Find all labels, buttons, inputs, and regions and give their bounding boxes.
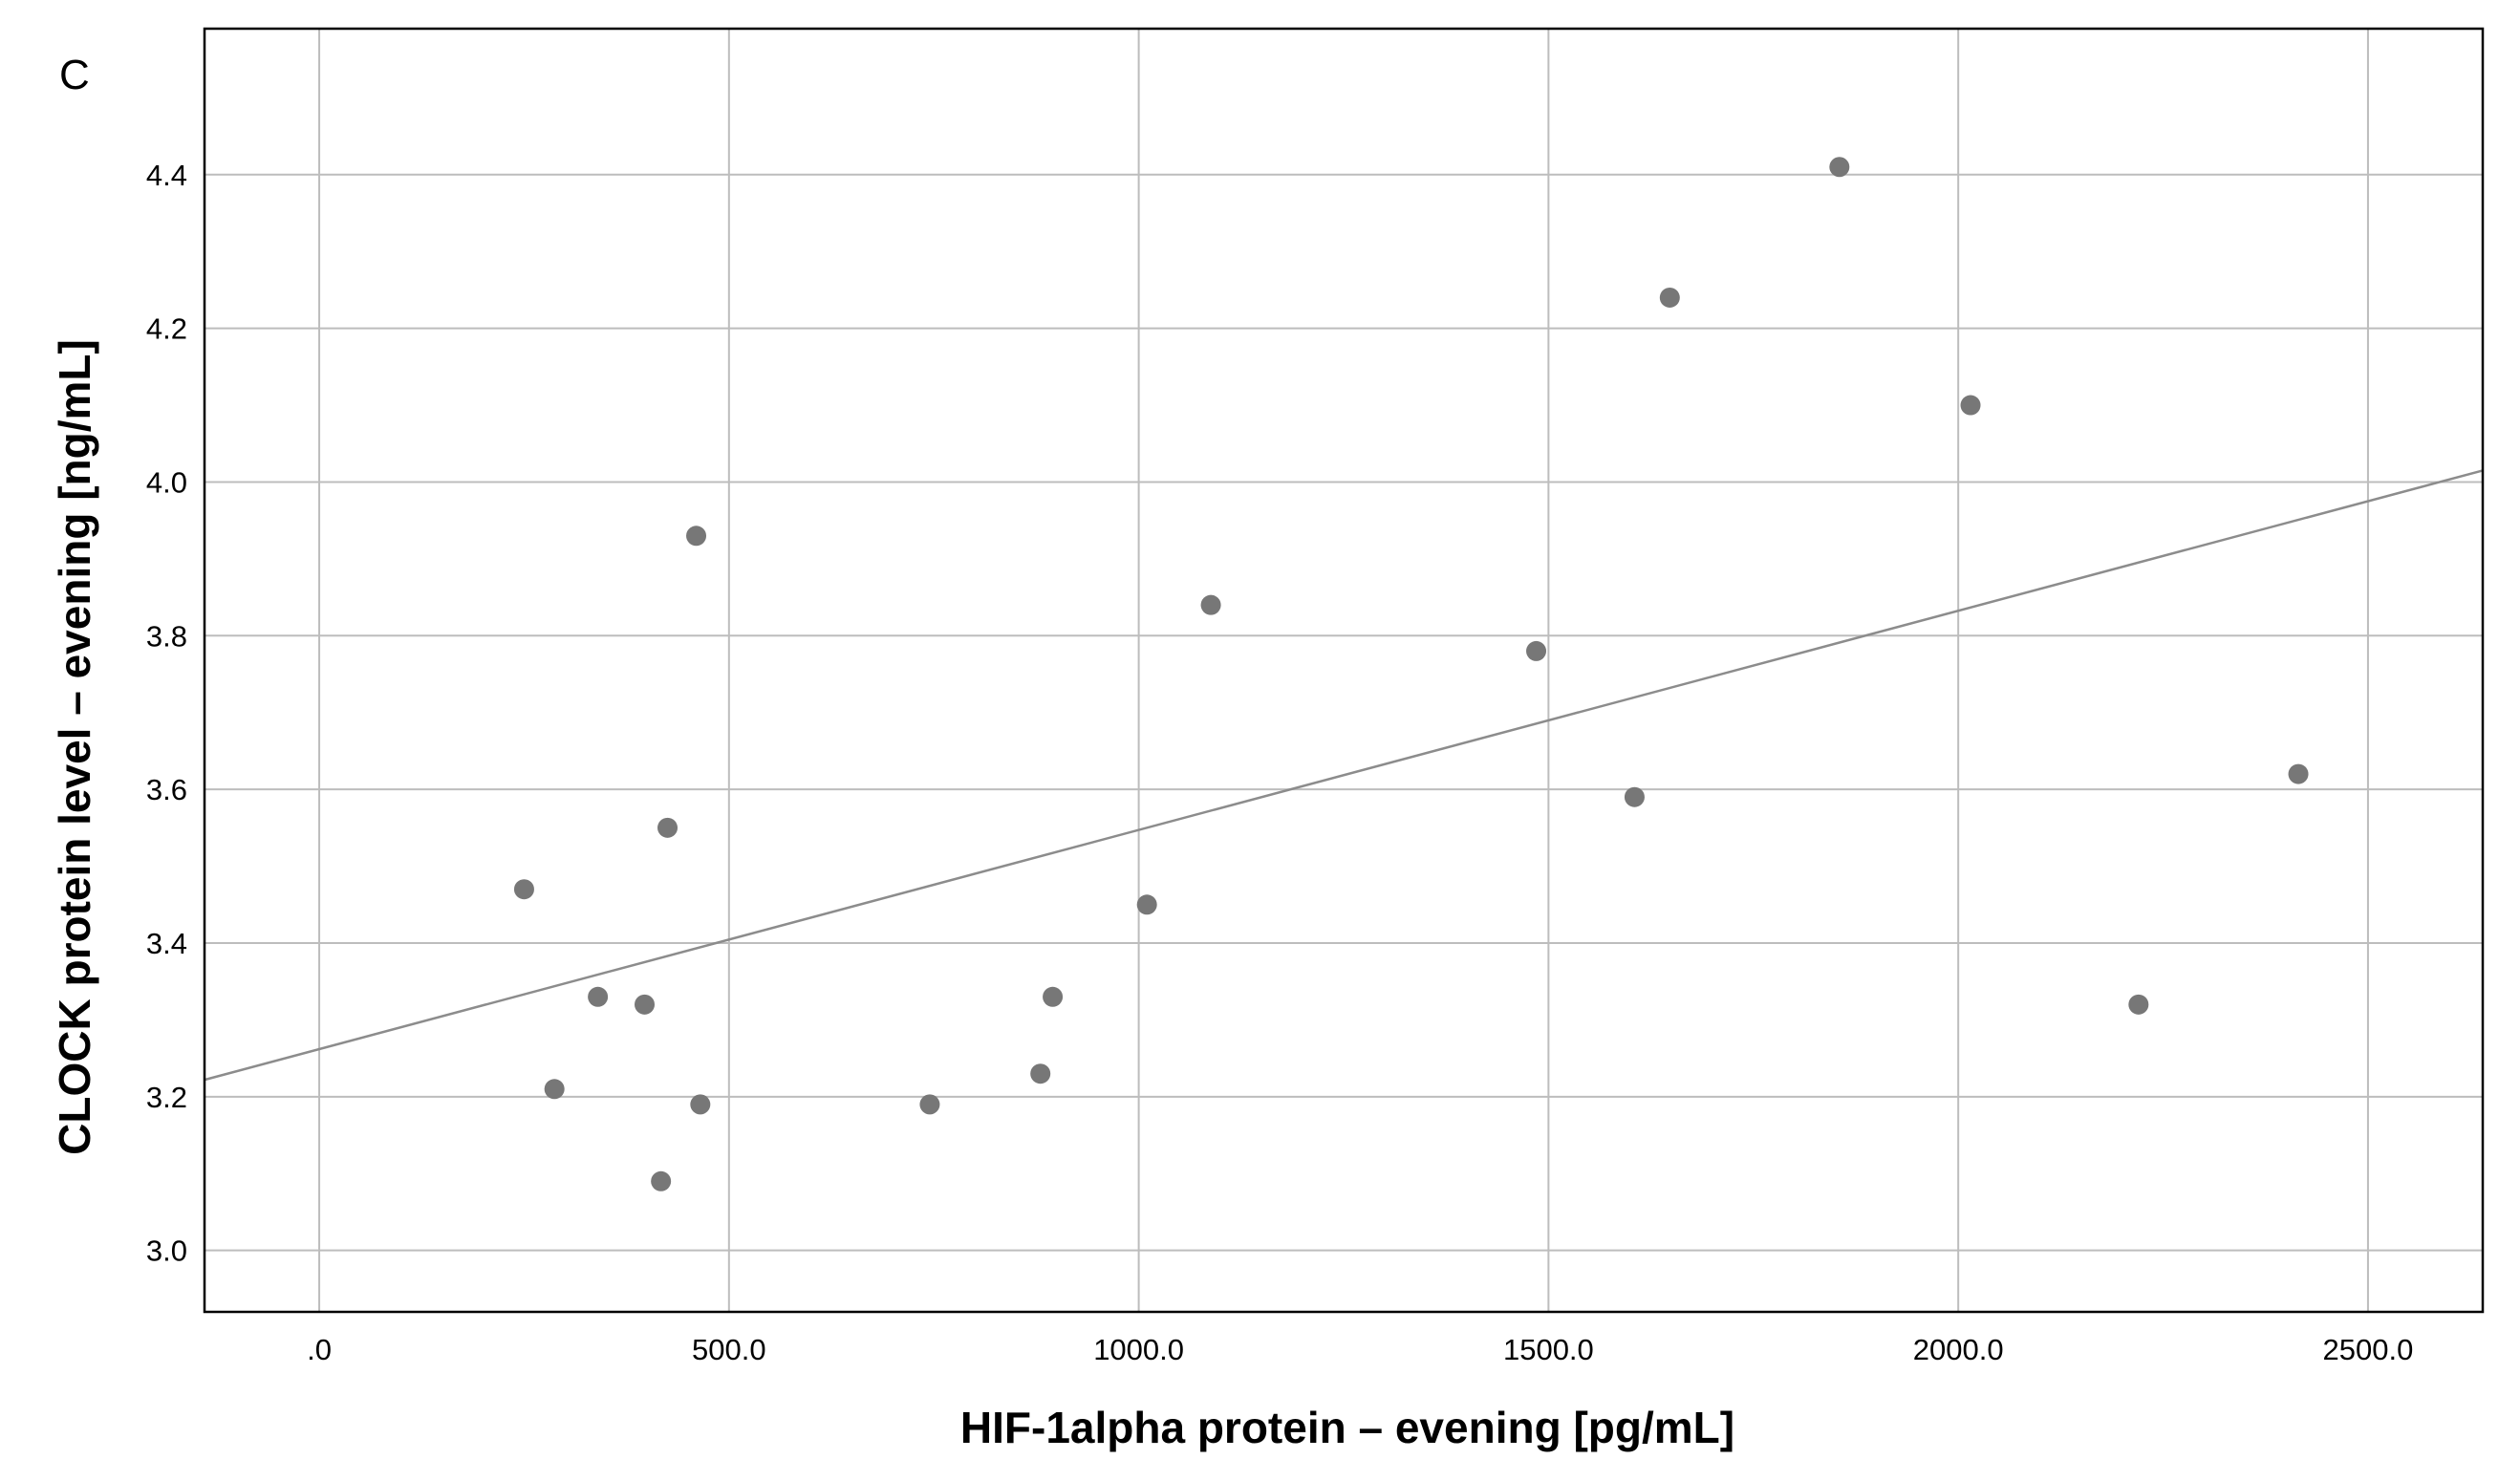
data-point (1200, 594, 1221, 615)
data-point (686, 526, 707, 547)
x-tick-label: 1000.0 (1093, 1333, 1184, 1366)
y-tick-label: 3.4 (146, 927, 187, 960)
fit-line-layer (204, 469, 2484, 1082)
x-tick-label: 1500.0 (1503, 1333, 1594, 1366)
data-point (588, 986, 609, 1007)
panel-label: C (59, 52, 90, 98)
x-tick-label: 2000.0 (1913, 1333, 2004, 1366)
y-tick-label: 3.8 (146, 619, 187, 653)
data-point (544, 1079, 565, 1100)
data-point (2288, 763, 2309, 784)
plot-frame (203, 27, 2485, 1314)
data-point (1829, 157, 1850, 178)
data-point (635, 994, 656, 1015)
data-point (1043, 986, 1064, 1007)
x-tick-label: .0 (307, 1333, 332, 1366)
grid (205, 29, 2483, 1312)
y-tick-label: 4.0 (146, 465, 187, 499)
x-tick-label: 2500.0 (2323, 1333, 2414, 1366)
data-point (1960, 395, 1981, 416)
data-point (1030, 1063, 1051, 1084)
data-point (919, 1094, 940, 1115)
data-point (651, 1170, 672, 1191)
data-point (1526, 640, 1547, 661)
data-point (690, 1094, 711, 1115)
data-points (513, 157, 2309, 1191)
regression-line (204, 469, 2484, 1082)
y-tick-label: 4.2 (146, 312, 187, 346)
y-tick-label: 4.4 (146, 159, 187, 192)
y-tick-label: 3.2 (146, 1081, 187, 1114)
data-point (513, 879, 534, 900)
data-point (1624, 786, 1645, 807)
data-point (657, 817, 678, 838)
y-tick-label: 3.0 (146, 1234, 187, 1268)
x-axis-title: HIF-1alpha protein – evening [pg/mL] (960, 1403, 1734, 1452)
x-tick-label: 500.0 (692, 1333, 766, 1366)
y-axis-ticks: 3.0 3.2 3.4 3.6 3.8 4.0 4.2 4.4 (146, 159, 187, 1268)
y-axis-title: CLOCK protein level – evening [ng/mL] (50, 339, 99, 1155)
data-point (1136, 894, 1157, 915)
y-tick-label: 3.6 (146, 773, 187, 806)
data-point (1659, 287, 1680, 308)
data-point (2128, 994, 2149, 1015)
x-axis-ticks: .0 500.0 1000.0 1500.0 2000.0 2500.0 (307, 1333, 2413, 1366)
